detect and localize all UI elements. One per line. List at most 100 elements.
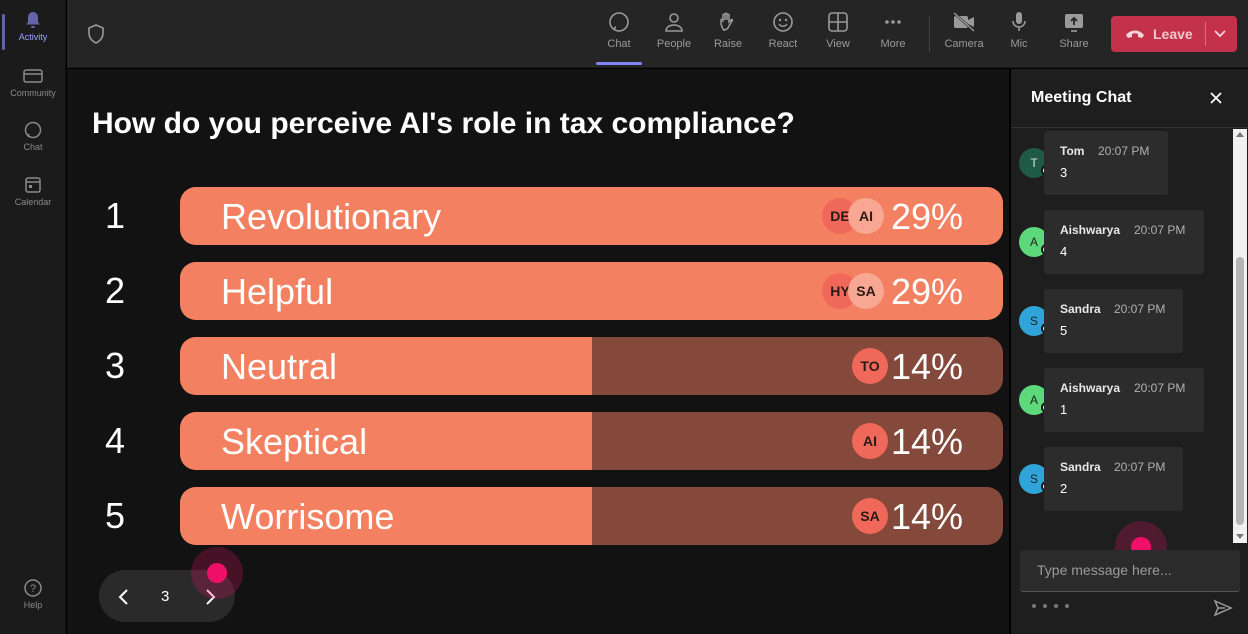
- avatar: AI: [848, 198, 884, 234]
- calendar-icon: [25, 177, 41, 193]
- message-text: 4: [1060, 244, 1068, 259]
- toolbar-label: View: [826, 38, 850, 50]
- chat-message-input[interactable]: Type message here...: [1020, 550, 1240, 592]
- divider: [1011, 127, 1248, 128]
- rail-item-calendar[interactable]: Calendar: [0, 175, 66, 207]
- leave-divider: [1205, 22, 1206, 46]
- option-bar: Worrisome SA 14%: [180, 487, 1003, 545]
- scroll-up-icon[interactable]: [1236, 132, 1244, 137]
- option-fill: [180, 412, 592, 470]
- option-fill: [180, 487, 592, 545]
- avatar-initial: A: [1029, 393, 1038, 407]
- avatar-initial: T: [1030, 156, 1038, 170]
- rail-label: Activity: [18, 32, 48, 42]
- toolbar-label: Share: [1059, 38, 1089, 50]
- poll-option: 2 Helpful HY SA 29%: [67, 262, 1009, 320]
- toolbar-raise-button[interactable]: Raise: [703, 10, 753, 50]
- message-text: 1: [1060, 402, 1068, 417]
- sender-name: Aishwarya: [1060, 223, 1121, 237]
- rail-item-chat[interactable]: Chat: [0, 120, 66, 152]
- option-percent: 29%: [890, 196, 963, 237]
- message-text: 5: [1060, 323, 1068, 338]
- message-bubble: Aishwarya 20:07 PM 1: [1044, 368, 1204, 432]
- option-number: 5: [105, 495, 126, 536]
- toolbar-camera-button[interactable]: Camera: [939, 10, 989, 50]
- meeting-toolbar: Chat People Raise React View More Camera…: [67, 0, 1248, 68]
- toolbar-label: More: [880, 38, 906, 50]
- toolbar-separator: [929, 16, 930, 52]
- option-label: Revolutionary: [221, 196, 442, 237]
- toolbar-react-button[interactable]: React: [758, 10, 808, 50]
- poll-option: 5 Worrisome SA 14%: [67, 487, 1009, 545]
- send-icon[interactable]: [1213, 599, 1233, 617]
- option-number: 3: [105, 345, 126, 386]
- message-time: 20:07 PM: [1114, 302, 1166, 316]
- sender-name: Aishwarya: [1060, 381, 1121, 395]
- option-label: Neutral: [221, 346, 338, 387]
- shield-icon[interactable]: [87, 24, 105, 44]
- rail-item-community[interactable]: Community: [0, 66, 66, 98]
- message-bubble: Sandra 20:07 PM 5: [1044, 289, 1183, 353]
- poll-results-panel: How do you perceive AI's role in tax com…: [67, 69, 1009, 634]
- option-percent: 14%: [890, 496, 963, 537]
- chevron-right-icon[interactable]: [203, 588, 217, 606]
- message-time: 20:07 PM: [1134, 223, 1186, 237]
- leave-button[interactable]: Leave: [1111, 16, 1237, 52]
- chat-title: Meeting Chat: [1031, 89, 1132, 106]
- message-bubble: Sandra 20:07 PM 2: [1044, 447, 1183, 511]
- sender-name: Sandra: [1060, 460, 1101, 474]
- toolbar-label: React: [768, 38, 798, 50]
- toolbar-view-button[interactable]: View: [813, 10, 863, 50]
- message-bubble: Tom 20:07 PM 3: [1044, 131, 1168, 195]
- option-bar: Neutral TO 14%: [180, 337, 1003, 395]
- format-icon[interactable]: [1031, 602, 1071, 610]
- chat-icon: [609, 12, 629, 32]
- toolbar-label: Raise: [713, 38, 743, 50]
- poll-option: 1 Revolutionary DE AI 29%: [67, 187, 1009, 245]
- rail-item-activity[interactable]: Activity: [0, 10, 66, 50]
- toolbar-chat-button[interactable]: Chat: [594, 10, 644, 65]
- option-fill: [180, 337, 592, 395]
- sender-name: Tom: [1060, 144, 1085, 158]
- poll-option: 4 Skeptical AI 14%: [67, 412, 1009, 470]
- chevron-down-icon[interactable]: [1213, 29, 1227, 39]
- people-icon: [665, 13, 683, 32]
- chevron-left-icon[interactable]: [117, 588, 131, 606]
- toolbar-mic-button[interactable]: Mic: [994, 10, 1044, 50]
- cursor-indicator: [191, 547, 243, 599]
- avatar-initial: S: [1029, 472, 1038, 486]
- bell-icon: [26, 12, 40, 28]
- toolbar-share-button[interactable]: Share: [1049, 10, 1099, 50]
- option-percent: 14%: [890, 346, 963, 387]
- rail-label: Chat: [23, 142, 43, 152]
- toolbar-people-button[interactable]: People: [649, 10, 699, 50]
- toolbar-label: Mic: [1010, 38, 1028, 50]
- option-percent: 14%: [890, 421, 963, 462]
- chat-scrollbar[interactable]: [1233, 129, 1247, 543]
- message-text: 2: [1060, 481, 1068, 496]
- more-dots-icon: [885, 20, 901, 24]
- rail-label: Calendar: [14, 197, 52, 207]
- scrollbar-thumb[interactable]: [1236, 257, 1244, 525]
- community-icon: [23, 69, 43, 83]
- rail-item-help[interactable]: ? Help: [0, 578, 66, 610]
- help-icon: ?: [24, 579, 42, 597]
- chat-icon: [24, 121, 42, 139]
- avatar: TO: [852, 348, 888, 384]
- chat-format-toolbar[interactable]: [1031, 602, 1071, 612]
- option-number: 2: [105, 270, 126, 311]
- avatar-initial: A: [1029, 235, 1038, 249]
- message-time: 20:07 PM: [1098, 144, 1150, 158]
- message-time: 20:07 PM: [1114, 460, 1166, 474]
- option-percent: 29%: [890, 271, 963, 312]
- leave-label: Leave: [1153, 26, 1193, 42]
- avatar: SA: [848, 273, 884, 309]
- toolbar-more-button[interactable]: More: [868, 10, 918, 50]
- option-label: Worrisome: [221, 496, 395, 537]
- message-bubble: Aishwarya 20:07 PM 4: [1044, 210, 1204, 274]
- option-number: 1: [105, 195, 126, 236]
- scroll-down-icon[interactable]: [1236, 534, 1244, 539]
- close-icon[interactable]: [1209, 91, 1223, 105]
- poll-question: How do you perceive AI's role in tax com…: [92, 107, 795, 140]
- toolbar-label: Chat: [607, 38, 631, 50]
